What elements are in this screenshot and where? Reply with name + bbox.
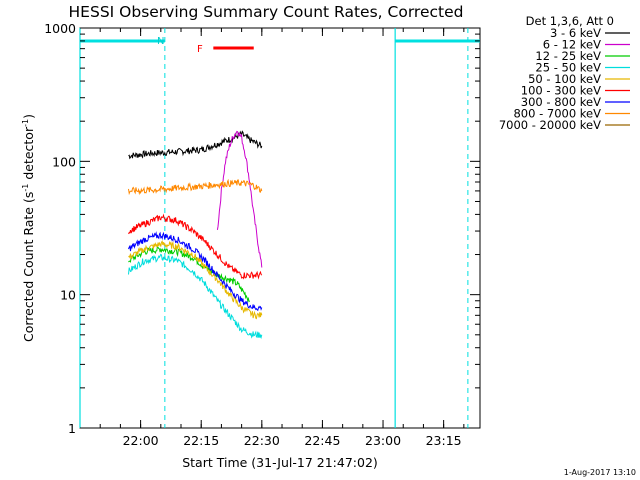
series-line-4 [128,240,263,320]
chart-title: HESSI Observing Summary Count Rates, Cor… [69,3,464,21]
y-axis-label-main: Corrected Count Rate (s [21,192,36,342]
x-tick-label-0: 22:00 [123,433,159,448]
series-line-0 [128,130,263,160]
y-tick-label-2: 100 [52,154,76,169]
y-axis-label-sup1: -1 [21,184,30,192]
series-line-3 [128,253,263,340]
footer-date: 1-Aug-2017 13:10 [564,468,636,477]
y-axis-label-end: ) [21,114,36,119]
y-tick-label-3: 1000 [44,21,76,36]
x-tick-label-1: 22:15 [183,433,219,448]
y-axis-label: Corrected Count Rate (s-1 detector-1) [21,114,36,342]
series-line-7 [128,178,263,196]
night-bars [80,39,480,50]
plot-frame [79,27,481,429]
axis-ticks: 22:00 22:15 22:30 22:45 23:00 23:15 1 10 100 1000 [44,21,480,448]
y-tick-label-1: 10 [60,288,76,303]
series-layer [128,130,263,340]
x-tick-label-4: 23:00 [365,433,401,448]
series-line-6 [128,231,263,312]
legend-label-2: 12 - 25 keV [535,49,601,63]
y-tick-label-0: 1 [68,421,76,436]
legend-label-3: 25 - 50 keV [535,61,601,75]
y-axis-label-mid: detector [21,126,36,184]
legend-label-5: 100 - 300 keV [521,84,601,98]
series-line-1 [216,130,263,268]
flare-label: F [197,44,203,55]
legend-label-7: 800 - 7000 keV [513,107,601,121]
legend-label-1: 6 - 12 keV [543,38,601,52]
y-axis-label-sup2: -1 [21,119,30,127]
legend-title: Det 1,3,6, Att 0 [526,14,614,28]
x-tick-label-2: 22:30 [244,433,280,448]
night-label: N [157,36,164,47]
legend-label-8: 7000 - 20000 keV [499,118,601,132]
legend-label-4: 50 - 100 keV [528,72,601,86]
x-tick-label-3: 22:45 [304,433,340,448]
legend-label-0: 3 - 6 keV [550,26,601,40]
x-axis-label: Start Time (31-Jul-17 21:47:02) [182,455,378,470]
x-tick-label-5: 23:15 [426,433,462,448]
legend-label-6: 300 - 800 keV [521,95,601,109]
night-lines [79,28,469,428]
series-line-5 [128,213,263,280]
